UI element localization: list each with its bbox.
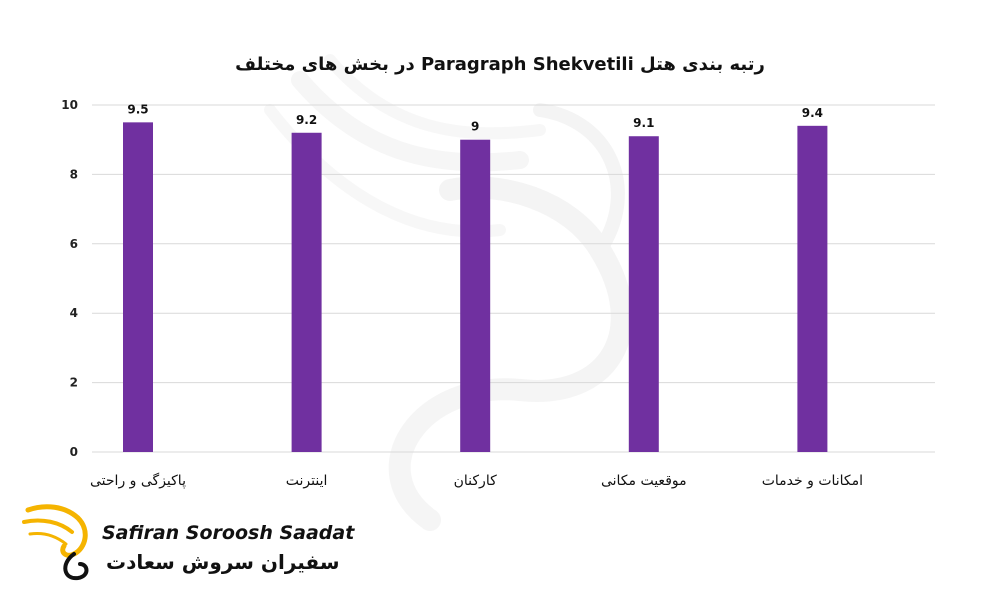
chart-title: رتبه بندی هتل Paragraph Shekvetili در بخ… — [235, 54, 765, 75]
data-label: 9.5 — [127, 102, 148, 116]
y-tick-label: 0 — [70, 445, 78, 459]
bar — [291, 132, 322, 452]
data-label: 9.1 — [633, 116, 654, 130]
category-labels: پاکیزگی و راحتی اینترنت کارکنان موقعیت مکان… — [90, 472, 863, 489]
category-label: امکانات و خدمات — [762, 473, 863, 489]
data-labels: 9.5 9.2 9 9.1 9.4 — [127, 102, 823, 133]
logo-text-english: Safiran Soroosh Saadat — [102, 522, 355, 544]
data-label: 9 — [471, 120, 479, 134]
bar — [797, 125, 828, 452]
watermark-swan-icon — [264, 54, 633, 531]
y-tick-label: 10 — [61, 98, 78, 112]
category-label: موقعیت مکانی — [601, 473, 687, 489]
category-label: کارکنان — [454, 473, 497, 489]
data-label: 9.2 — [296, 113, 317, 127]
y-tick-label: 6 — [70, 237, 78, 251]
y-axis-ticks: 0 2 4 6 8 10 — [61, 98, 78, 459]
bar — [628, 136, 659, 453]
bars — [123, 122, 828, 453]
bar — [123, 122, 153, 452]
swan-logo-icon — [22, 504, 89, 581]
category-label: پاکیزگی و راحتی — [90, 472, 186, 489]
logo-text-persian: سفیران سروش سعادت — [106, 550, 340, 574]
y-tick-label: 4 — [70, 306, 78, 320]
data-label: 9.4 — [802, 106, 823, 120]
y-tick-label: 2 — [70, 376, 78, 390]
category-label: اینترنت — [286, 473, 328, 489]
bar — [460, 139, 491, 452]
gridlines — [92, 104, 935, 453]
y-tick-label: 8 — [70, 167, 78, 181]
brand-logo: Safiran Soroosh Saadat سفیران سروش سعادت — [20, 492, 354, 592]
